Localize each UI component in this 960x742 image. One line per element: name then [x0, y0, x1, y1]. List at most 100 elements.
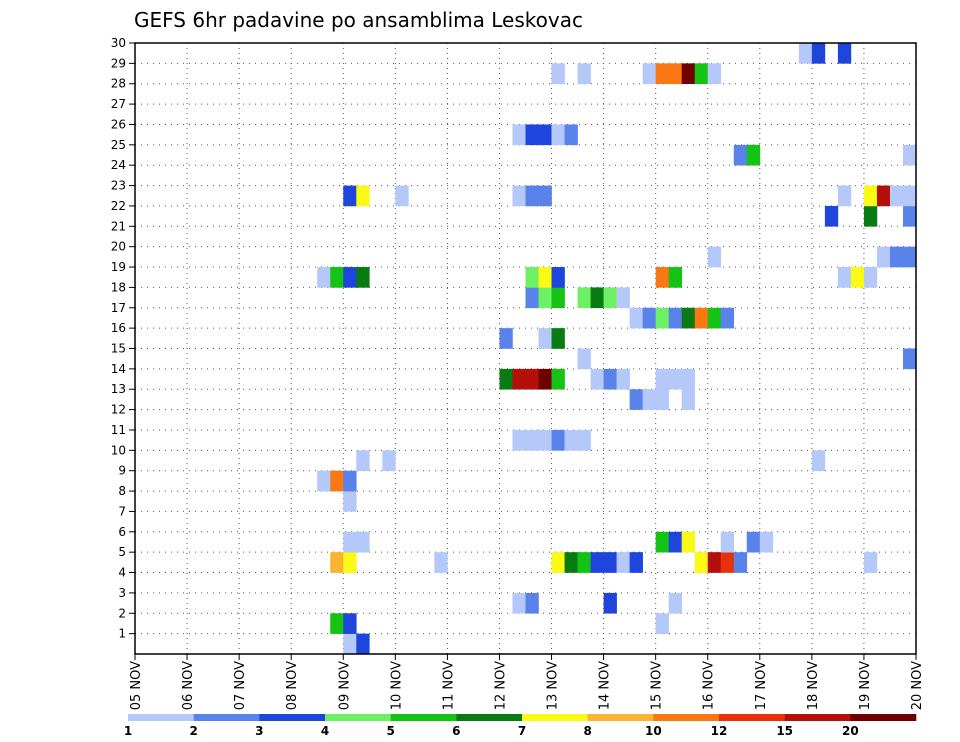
precip-cell	[655, 613, 669, 634]
y-tick-label: 6	[118, 525, 126, 539]
precip-cell	[863, 267, 878, 288]
precip-cell	[720, 531, 735, 553]
y-tick-label: 24	[111, 158, 126, 172]
precip-cell	[395, 185, 409, 207]
y-tick-label: 14	[111, 362, 126, 376]
precip-cell	[759, 531, 774, 553]
precip-cell	[850, 267, 865, 288]
colorbar-swatch	[193, 714, 260, 721]
y-tick-label: 22	[111, 199, 126, 213]
colorbar-swatch	[784, 714, 851, 721]
y-tick-label: 21	[111, 219, 126, 233]
precip-cell	[538, 124, 552, 146]
precip-cell	[694, 63, 709, 85]
x-tick-label: 19 NOV	[858, 661, 873, 710]
precip-cell	[629, 307, 643, 329]
precip-cell	[551, 267, 565, 288]
x-tick-label: 14 NOV	[598, 661, 613, 710]
colorbar-label: 12	[711, 724, 728, 738]
y-tick-label: 15	[111, 342, 126, 356]
y-tick-label: 3	[118, 586, 126, 600]
y-tick-label: 5	[118, 545, 126, 559]
precip-cell	[564, 552, 578, 573]
y-tick-label: 30	[111, 36, 126, 50]
precip-cell	[356, 531, 370, 553]
precip-cell	[317, 470, 331, 492]
colorbar-label: 7	[518, 724, 526, 738]
precip-cell	[577, 63, 591, 85]
precip-cell	[512, 592, 526, 614]
precip-cell	[694, 552, 709, 573]
precip-cell	[655, 368, 669, 390]
precip-cell	[603, 552, 617, 573]
y-tick-label: 16	[111, 321, 126, 335]
x-tick-label: 18 NOV	[806, 661, 821, 710]
precip-cell	[551, 552, 565, 573]
precip-cell	[343, 531, 357, 553]
colorbar-swatch	[587, 714, 654, 721]
precip-cell	[564, 429, 578, 451]
precip-cell	[499, 328, 513, 349]
precip-cell	[889, 246, 904, 268]
y-tick-label: 4	[118, 566, 126, 580]
precip-cell	[538, 429, 552, 451]
precip-cell	[707, 552, 722, 573]
y-tick-label: 9	[118, 464, 126, 478]
precip-cell	[499, 368, 513, 390]
precip-cell	[525, 267, 539, 288]
colorbar-label: 2	[189, 724, 197, 738]
precip-cell	[551, 368, 565, 390]
colorbar-swatch	[259, 714, 326, 721]
precip-cell	[434, 552, 448, 573]
precip-cells	[317, 43, 917, 655]
precip-cell	[837, 43, 852, 64]
precip-cell	[863, 205, 878, 227]
colorbar-swatch	[456, 714, 523, 721]
precip-cell	[551, 429, 565, 451]
precip-cell	[798, 43, 813, 64]
precip-cell	[681, 531, 696, 553]
y-tick-label: 28	[111, 77, 126, 91]
precip-cell	[330, 613, 344, 634]
precip-cell	[642, 63, 656, 85]
colorbar-label: 10	[645, 724, 662, 738]
colorbar-swatch	[325, 714, 391, 721]
precip-cell	[590, 552, 604, 573]
precip-cell	[564, 124, 578, 146]
precip-cell	[889, 185, 904, 207]
colorbar-label: 20	[842, 724, 859, 738]
precip-cell	[811, 43, 826, 64]
precip-cell	[837, 185, 852, 207]
precip-cell	[603, 368, 617, 390]
x-tick-label: 10 NOV	[389, 661, 404, 710]
precip-cell	[629, 389, 643, 410]
precip-cell	[551, 287, 565, 309]
x-tick-label: 11 NOV	[441, 661, 456, 710]
y-tick-label: 13	[111, 382, 126, 396]
y-tick-label: 17	[111, 301, 126, 315]
precip-cell	[668, 368, 682, 390]
precip-cell	[356, 633, 370, 655]
precip-cell	[824, 205, 839, 227]
precip-cell	[694, 307, 709, 329]
precip-cell	[876, 246, 891, 268]
x-tick-label: 13 NOV	[546, 661, 561, 710]
precip-cell	[876, 185, 891, 207]
precip-cell	[668, 592, 682, 614]
colorbar-swatch	[653, 714, 720, 721]
y-tick-label: 10	[111, 443, 126, 457]
precip-cell	[629, 552, 643, 573]
precip-cell	[356, 185, 370, 207]
precip-cell	[382, 450, 396, 471]
precip-cell	[655, 531, 669, 553]
x-tick-label: 17 NOV	[754, 661, 769, 710]
precip-cell	[512, 124, 526, 146]
precip-cell	[330, 552, 344, 573]
precip-cell	[668, 267, 682, 288]
precip-cell	[512, 429, 526, 451]
precip-cell	[616, 552, 630, 573]
precip-cell	[590, 368, 604, 390]
y-tick-label: 1	[118, 627, 126, 641]
precip-cell	[343, 267, 357, 288]
precip-cell	[902, 144, 917, 166]
